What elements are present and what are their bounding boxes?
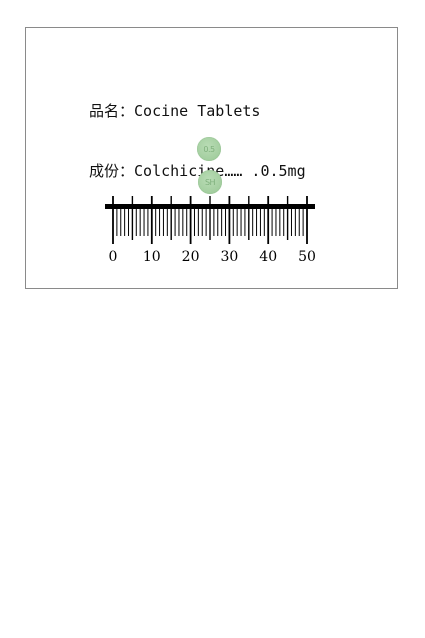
ingredient-row: 成份：Colchicine…… .0.5mg xyxy=(89,161,306,181)
product-name-label: 品名： xyxy=(89,102,135,120)
ruler-label: 10 xyxy=(143,249,161,265)
ruler-label: 50 xyxy=(298,249,316,265)
tablet-back-imprint: SH xyxy=(204,177,216,187)
tablet-front: 0.5 xyxy=(197,137,221,161)
ruler-label: 30 xyxy=(220,249,238,265)
ruler-label: 40 xyxy=(259,249,277,265)
ruler-labels: 0 10 20 30 40 50 xyxy=(109,249,316,265)
ruler-label: 0 xyxy=(109,249,118,265)
product-name-value: Cocine Tablets xyxy=(134,102,261,120)
product-card: 品名：Cocine Tablets 成份：Colchicine…… .0.5mg… xyxy=(25,27,398,289)
ruler-ticks xyxy=(112,196,308,244)
ruler-label: 20 xyxy=(182,249,200,265)
ruler: 0 10 20 30 40 50 xyxy=(105,196,316,265)
tablet-front-imprint: 0.5 xyxy=(203,144,215,154)
tablet-back: SH xyxy=(198,170,222,194)
ruler-bar xyxy=(105,204,315,209)
ingredient-label: 成份： xyxy=(89,162,135,180)
product-name-row: 品名：Cocine Tablets xyxy=(89,101,306,121)
product-info: 品名：Cocine Tablets 成份：Colchicine…… .0.5mg xyxy=(89,61,306,221)
